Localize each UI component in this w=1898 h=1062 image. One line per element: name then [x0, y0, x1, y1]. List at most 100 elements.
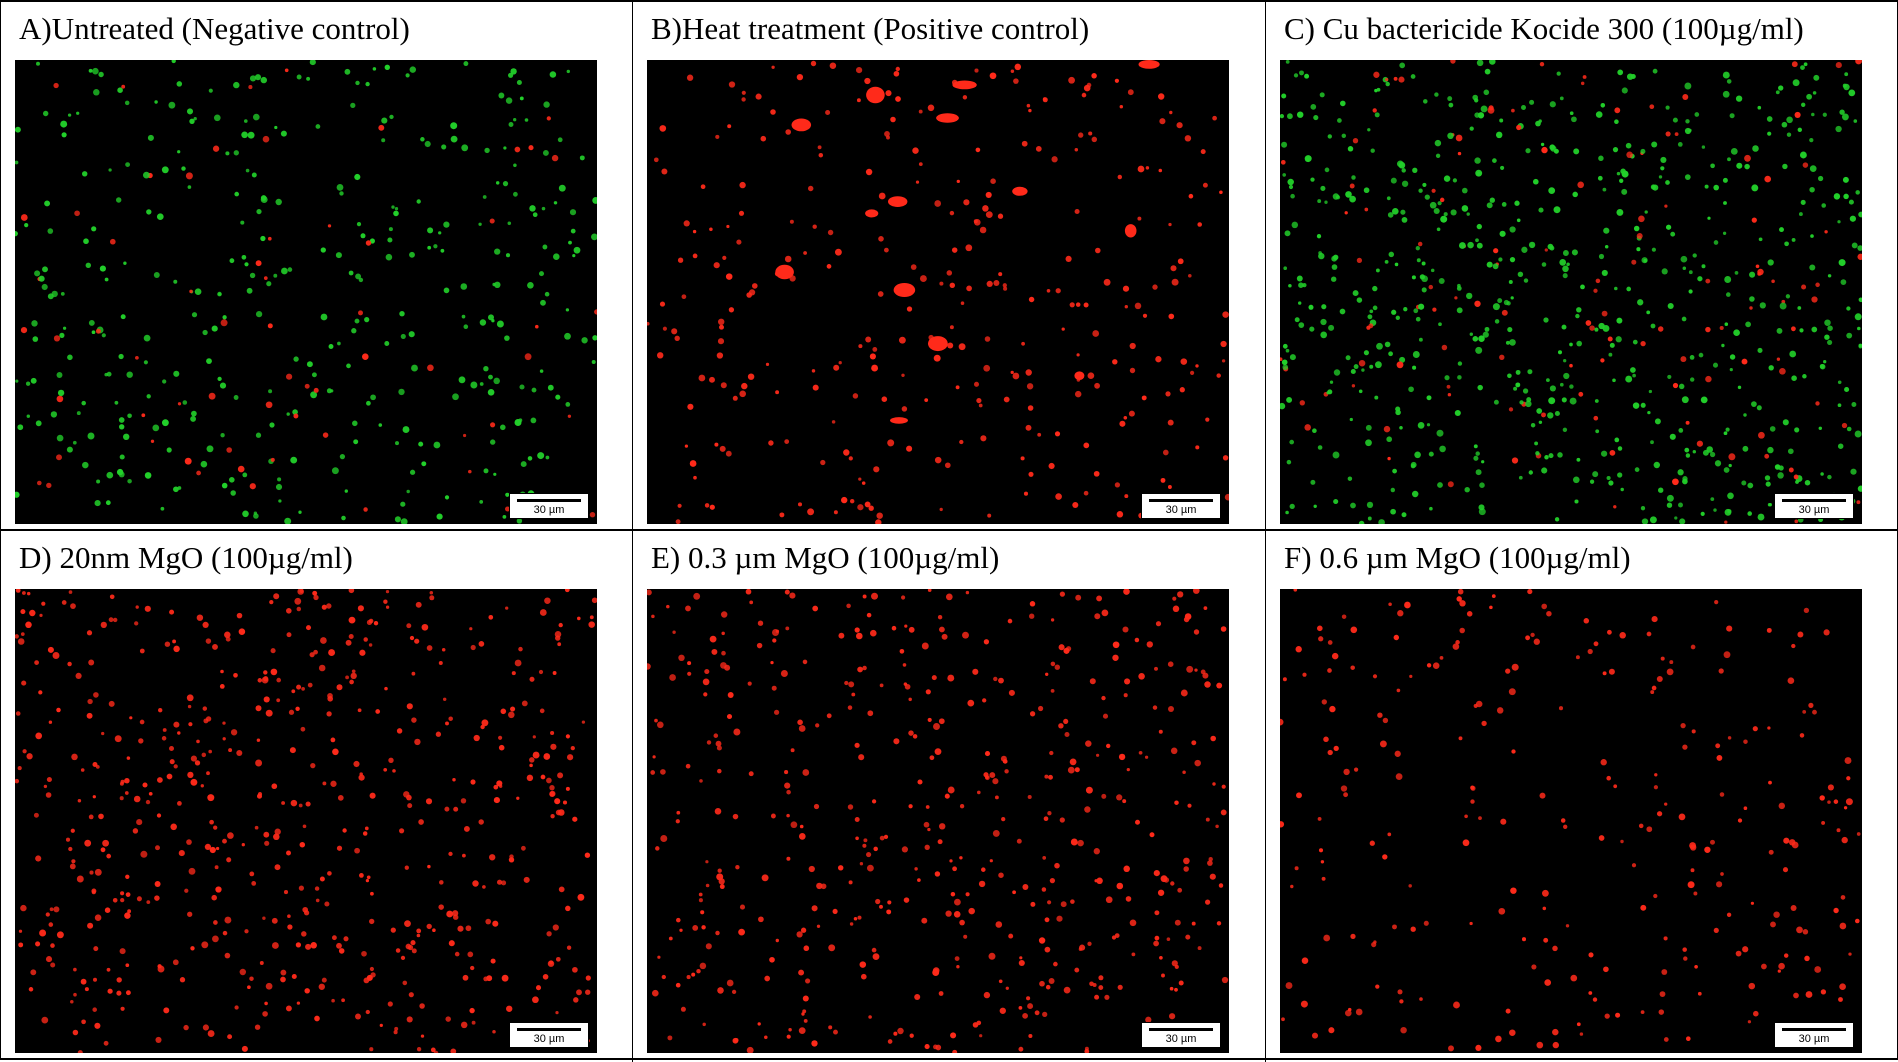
dead-cell [719, 445, 726, 452]
dead-cell [585, 975, 591, 981]
live-cell [1684, 174, 1691, 180]
dead-cell [532, 751, 540, 759]
live-cell [1791, 237, 1796, 242]
dead-cell [1296, 792, 1302, 799]
live-cell [1417, 303, 1425, 310]
dead-cell [259, 961, 264, 965]
dead-cell [49, 907, 54, 912]
dead-cell [224, 916, 232, 924]
dead-cell [116, 977, 122, 983]
live-cell [1670, 231, 1676, 237]
dead-cell [919, 275, 927, 283]
dead-cell [284, 68, 289, 73]
dead-cell [163, 1007, 170, 1014]
live-cell [493, 472, 497, 476]
dead-cell-clump [893, 283, 916, 297]
dead-cell [1083, 490, 1089, 496]
live-cell [1849, 215, 1857, 222]
live-cell [520, 461, 527, 468]
dead-cell [1064, 731, 1070, 738]
micrograph-d [15, 589, 597, 1053]
live-cell [1493, 399, 1499, 405]
live-cell [1682, 266, 1687, 270]
dead-cell [1417, 241, 1423, 247]
live-cell [1443, 175, 1451, 182]
dead-cell [359, 649, 366, 656]
dead-cell [1607, 629, 1612, 635]
dead-cell [820, 883, 827, 890]
live-cell [1654, 418, 1661, 425]
dead-cell [1682, 744, 1688, 750]
dead-cell [1280, 159, 1286, 165]
live-cell [1576, 340, 1582, 347]
panel-c: C) Cu bactericide Kocide 300 (100µg/ml) … [1266, 2, 1898, 529]
live-cell [330, 389, 334, 393]
live-cell [218, 292, 222, 296]
dead-cell [558, 622, 563, 628]
dead-cell [1168, 222, 1172, 227]
dead-cell [959, 804, 965, 809]
dead-cell-clump [866, 86, 885, 104]
dead-cell [241, 1045, 248, 1052]
dead-cell [817, 145, 822, 150]
live-cell [1775, 90, 1780, 95]
dead-cell [1190, 370, 1195, 375]
dead-cell [1125, 896, 1132, 902]
dead-cell [883, 834, 889, 840]
live-cell [1475, 469, 1482, 476]
dead-cell [1843, 806, 1848, 810]
live-cell [1690, 377, 1695, 382]
live-cell [1410, 463, 1416, 469]
dead-cell [156, 813, 162, 818]
dead-cell [799, 824, 804, 829]
live-cell [1658, 175, 1663, 179]
dead-cell [1691, 729, 1696, 734]
live-cell [1457, 375, 1462, 380]
dead-cell [1222, 311, 1229, 318]
dead-cell [678, 654, 685, 662]
dead-cell [989, 859, 993, 863]
dead-cell [274, 864, 281, 871]
dead-cell [1084, 1046, 1089, 1051]
micrograph-background [15, 60, 597, 524]
dead-cell [1177, 591, 1184, 598]
dead-cell [702, 678, 710, 686]
dead-cell [170, 823, 177, 831]
live-cell [545, 455, 550, 460]
dead-cell [555, 956, 561, 962]
dead-cell [1848, 952, 1852, 956]
dead-cell [1122, 285, 1130, 292]
dead-cell [1083, 84, 1091, 92]
dead-cell [1146, 641, 1153, 648]
live-cell [1436, 227, 1441, 232]
dead-cell [873, 846, 878, 852]
live-cell [1395, 315, 1400, 320]
dead-cell [1439, 656, 1444, 660]
live-cell [1469, 332, 1473, 336]
dead-cell [973, 381, 980, 387]
dead-cell [222, 721, 226, 725]
live-cell [1641, 518, 1649, 524]
dead-cell [421, 623, 429, 631]
live-cell [408, 331, 415, 338]
panel-c-caption: C) Cu bactericide Kocide 300 (100µg/ml) [1284, 11, 1804, 46]
live-cell [381, 117, 388, 124]
live-cell [254, 74, 262, 81]
dead-cell [1600, 358, 1605, 363]
dead-cell [119, 796, 124, 801]
dead-cell [912, 734, 918, 739]
live-cell [1803, 62, 1808, 67]
dead-cell [1054, 862, 1060, 869]
panel-f-caption: F) 0.6 µm MgO (100µg/ml) [1284, 540, 1631, 575]
live-cell [1779, 227, 1784, 233]
dead-cell [70, 603, 76, 609]
live-cell [1457, 283, 1461, 288]
live-cell [1706, 446, 1713, 453]
dead-cell [1001, 816, 1006, 822]
live-cell [1821, 203, 1826, 208]
dead-cell [1726, 912, 1732, 917]
live-cell [153, 272, 160, 278]
dead-cell [369, 1047, 374, 1052]
live-cell [273, 273, 278, 278]
dead-cell [1215, 824, 1219, 829]
